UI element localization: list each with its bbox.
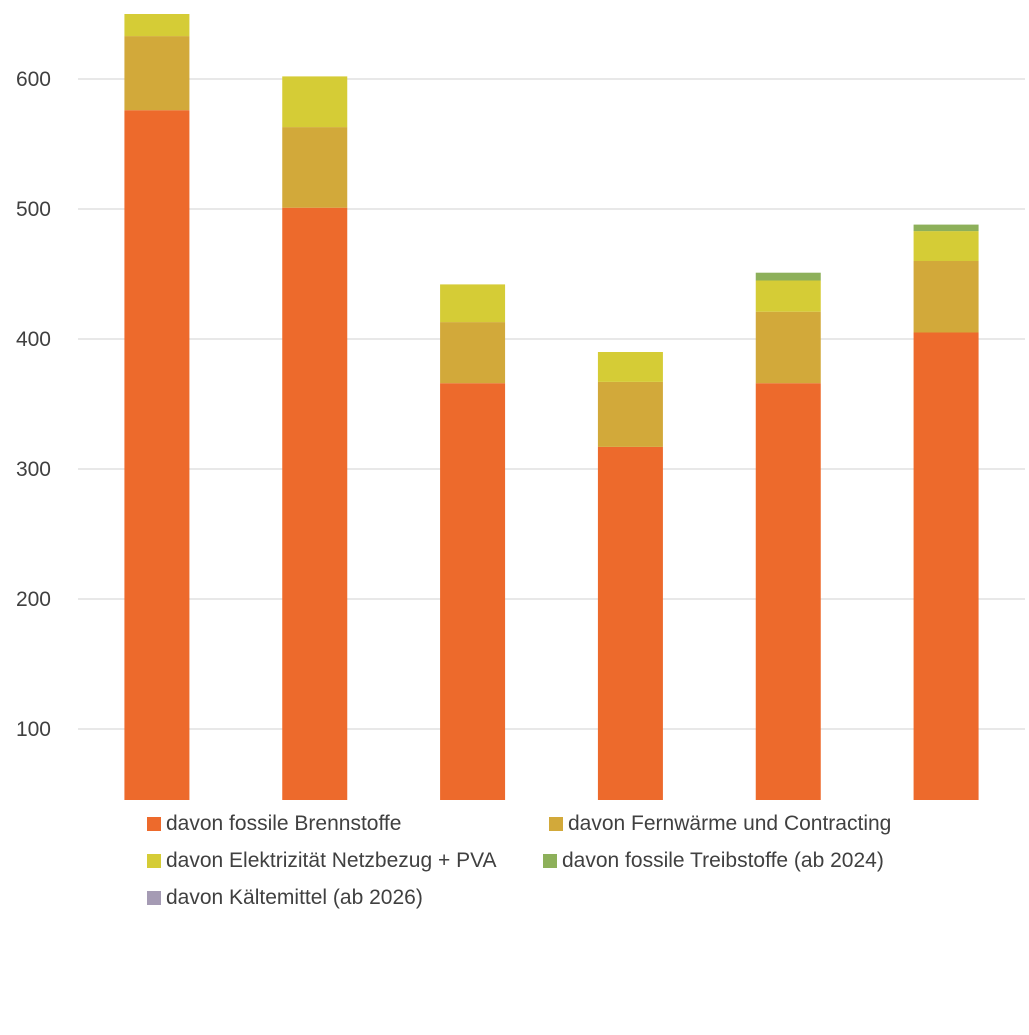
bar-segment bbox=[913, 231, 979, 261]
legend-swatch bbox=[549, 817, 563, 831]
bar-segment bbox=[282, 76, 348, 128]
legend-item: davon Kältemittel (ab 2026) bbox=[147, 886, 423, 910]
legend-swatch bbox=[147, 817, 161, 831]
y-tick-label: 100 bbox=[16, 718, 51, 741]
bar-segment bbox=[124, 110, 190, 800]
bar-segment bbox=[913, 224, 979, 232]
bar-segment bbox=[755, 383, 821, 800]
bar-segment bbox=[913, 261, 979, 333]
bar-segment bbox=[282, 207, 348, 800]
bar-segment bbox=[755, 272, 821, 281]
y-tick-label: 500 bbox=[16, 198, 51, 221]
y-tick-label: 600 bbox=[16, 68, 51, 91]
legend-label: davon Fernwärme und Contracting bbox=[568, 812, 892, 835]
legend-swatch bbox=[147, 891, 161, 905]
bar-segment bbox=[597, 352, 663, 382]
legend-label: davon fossile Treibstoffe (ab 2024) bbox=[562, 849, 884, 872]
legend-label: davon fossile Brennstoffe bbox=[166, 812, 402, 835]
legend-swatch bbox=[543, 854, 557, 868]
gridlines bbox=[78, 78, 1025, 730]
bar-segment bbox=[913, 332, 979, 800]
bar-segment bbox=[124, 14, 190, 37]
stacked-bar-chart: 0100200300400500600 20202021202220232024… bbox=[16, 14, 1025, 800]
bars bbox=[124, 14, 979, 800]
bar-segment bbox=[755, 311, 821, 384]
y-tick-label: 400 bbox=[16, 328, 51, 351]
y-axis: 0100200300400500600 bbox=[16, 68, 51, 741]
bar-segment bbox=[597, 446, 663, 800]
legend-label: davon Elektrizität Netzbezug + PVA bbox=[166, 849, 497, 872]
bar-segment bbox=[124, 36, 190, 111]
legend-item: davon Elektrizität Netzbezug + PVA bbox=[147, 849, 497, 873]
y-tick-label: 200 bbox=[16, 588, 51, 611]
legend-item: davon fossile Brennstoffe bbox=[147, 812, 401, 836]
bar-segment bbox=[597, 381, 663, 447]
legend-label: davon Kältemittel (ab 2026) bbox=[166, 886, 423, 909]
legend-swatch bbox=[147, 854, 161, 868]
legend-item: davon fossile Treibstoffe (ab 2024) bbox=[543, 849, 884, 873]
bar-segment bbox=[440, 383, 506, 800]
legend-item: davon Fernwärme und Contracting bbox=[549, 812, 891, 836]
bar-segment bbox=[440, 322, 506, 384]
bar-segment bbox=[440, 284, 506, 323]
bar-segment bbox=[282, 127, 348, 208]
y-tick-label: 300 bbox=[16, 458, 51, 481]
bar-segment bbox=[755, 280, 821, 312]
